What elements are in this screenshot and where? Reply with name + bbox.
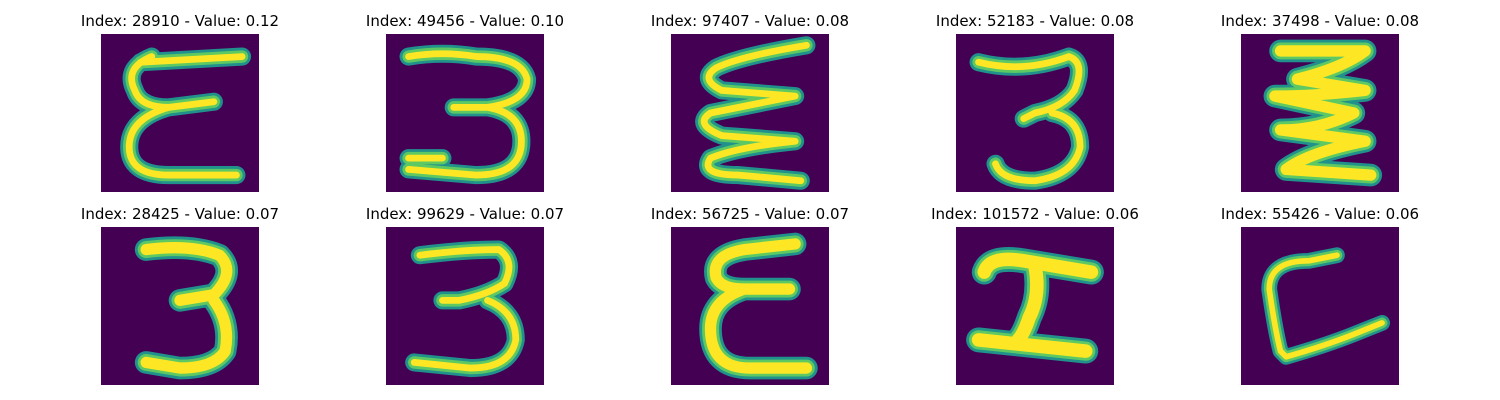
panel-5: Index: 37498 - Value: 0.08 xyxy=(1170,12,1470,202)
panel-title: Index: 28910 - Value: 0.12 xyxy=(80,12,280,30)
panel-4: Index: 52183 - Value: 0.08 xyxy=(885,12,1185,202)
digit-image xyxy=(956,34,1114,192)
panel-title: Index: 56725 - Value: 0.07 xyxy=(650,205,850,223)
panel-1: Index: 28910 - Value: 0.12 xyxy=(30,12,330,202)
panel-title: Index: 55426 - Value: 0.06 xyxy=(1220,205,1420,223)
digit-image xyxy=(1241,34,1399,192)
panel-3: Index: 97407 - Value: 0.08 xyxy=(600,12,900,202)
panel-9: Index: 101572 - Value: 0.06 xyxy=(885,205,1185,395)
panel-6: Index: 28425 - Value: 0.07 xyxy=(30,205,330,395)
digit-image xyxy=(956,227,1114,385)
digit-image xyxy=(386,227,544,385)
panel-8: Index: 56725 - Value: 0.07 xyxy=(600,205,900,395)
panel-title: Index: 52183 - Value: 0.08 xyxy=(935,12,1135,30)
panel-title: Index: 97407 - Value: 0.08 xyxy=(650,12,850,30)
panel-title: Index: 49456 - Value: 0.10 xyxy=(365,12,565,30)
panel-2: Index: 49456 - Value: 0.10 xyxy=(315,12,615,202)
panel-title: Index: 101572 - Value: 0.06 xyxy=(931,205,1139,223)
digit-image xyxy=(671,227,829,385)
panel-title: Index: 99629 - Value: 0.07 xyxy=(365,205,565,223)
digit-image xyxy=(386,34,544,192)
panel-10: Index: 55426 - Value: 0.06 xyxy=(1170,205,1470,395)
digit-image xyxy=(1241,227,1399,385)
digit-image xyxy=(101,34,259,192)
panel-title: Index: 37498 - Value: 0.08 xyxy=(1220,12,1420,30)
panel-7: Index: 99629 - Value: 0.07 xyxy=(315,205,615,395)
panel-title: Index: 28425 - Value: 0.07 xyxy=(80,205,280,223)
digit-image xyxy=(101,227,259,385)
digit-image xyxy=(671,34,829,192)
